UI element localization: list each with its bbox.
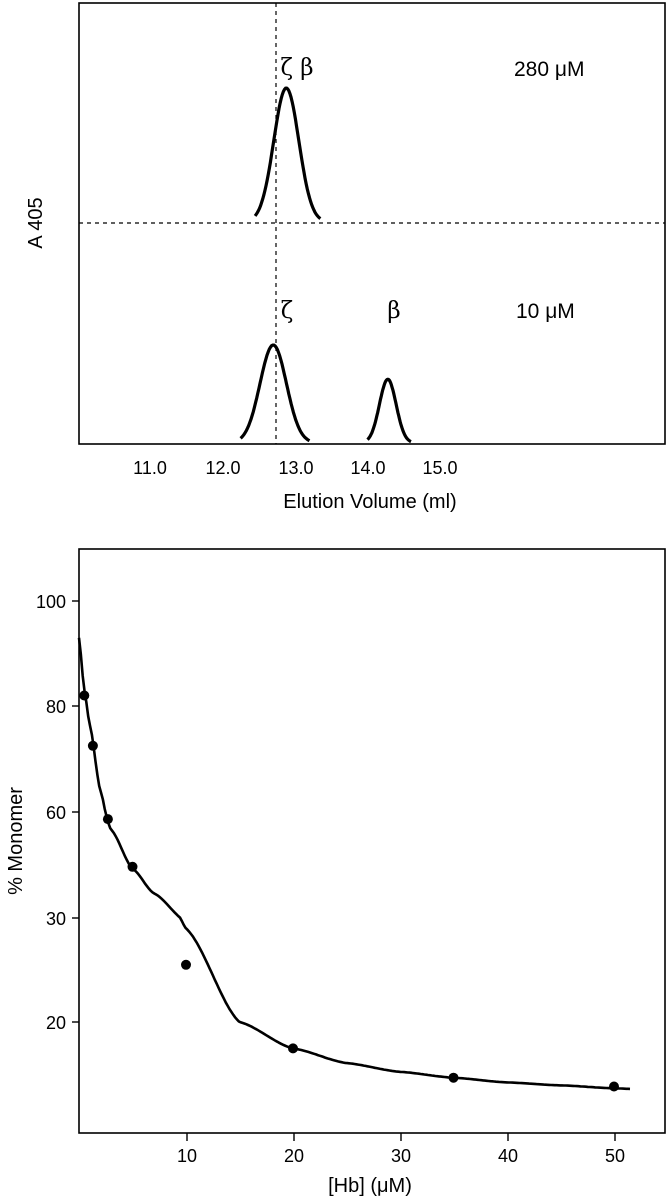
x-tick-label: 50 [605, 1146, 625, 1166]
upper-peak-label: ζ β [280, 55, 313, 81]
x-tick-label: 40 [498, 1146, 518, 1166]
elution-x-axis-title: Elution Volume (ml) [283, 491, 456, 513]
lower-concentration-label: 10 μM [516, 300, 575, 323]
x-tick-label: 30 [391, 1146, 411, 1166]
fit-curve [77, 637, 631, 1091]
monomer-x-axis-title: [Hb] (μM) [328, 1175, 412, 1197]
lower-peak1-label: ζ [281, 298, 293, 324]
elution-x-tick-label: 14.0 [350, 458, 385, 478]
y-tick-label: 30 [46, 909, 66, 929]
data-point [102, 814, 113, 825]
elution-y-axis-title: A 405 [25, 197, 47, 248]
elution-panel: ζ β 280 μM ζ β 10 μM 11.0 12.0 13.0 14.0… [25, 2, 666, 513]
data-point [181, 959, 191, 970]
monomer-plot-frame [78, 548, 666, 1134]
x-tick-label: 10 [177, 1146, 197, 1166]
y-tick-label: 100 [36, 592, 66, 612]
elution-x-tick-label: 11.0 [133, 458, 167, 478]
elution-x-tick-label: 12.0 [205, 458, 240, 478]
peak-10uM-trace [239, 343, 412, 444]
monomer-y-axis-title: % Monomer [5, 787, 27, 895]
data-point [609, 1081, 619, 1092]
y-tick-label: 20 [46, 1013, 66, 1033]
data-point [79, 690, 90, 701]
data-point [127, 861, 138, 872]
data-point [288, 1043, 298, 1054]
peak-280uM-zeta-beta [253, 86, 322, 220]
monomer-y-ticks: 100 80 60 30 20 [36, 592, 79, 1033]
elution-x-tick-label: 15.0 [422, 458, 457, 478]
data-point [87, 740, 98, 751]
lower-peak2-label: β [387, 298, 400, 324]
x-tick-label: 20 [284, 1146, 304, 1166]
monomer-x-ticks: 10 20 30 40 50 [177, 1133, 625, 1166]
y-tick-label: 80 [46, 697, 66, 717]
y-tick-label: 60 [46, 803, 66, 823]
data-point [448, 1072, 459, 1083]
upper-concentration-label: 280 μM [514, 58, 584, 81]
monomer-panel: 100 80 60 30 20 10 20 30 40 50 [Hb] (μM)… [5, 548, 666, 1197]
data-points [79, 690, 619, 1092]
elution-x-tick-label: 13.0 [278, 458, 313, 478]
